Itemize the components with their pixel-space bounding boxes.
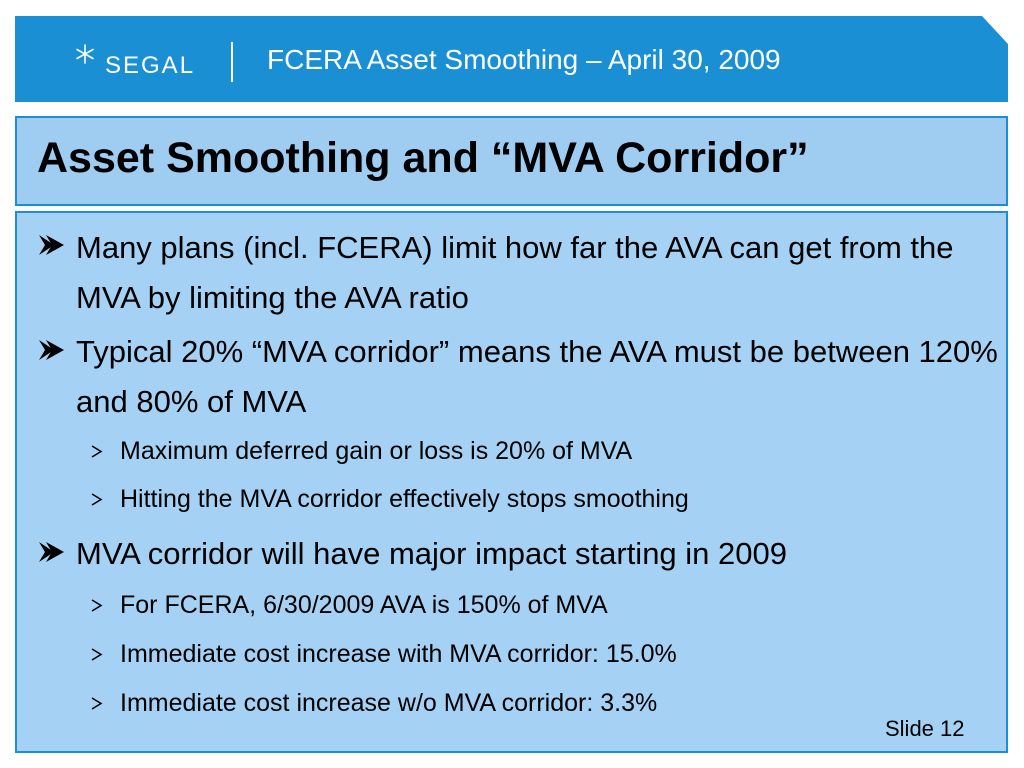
slide-title: Asset Smoothing and “MVA Corridor”: [37, 134, 809, 182]
slide-number: Slide 12: [885, 716, 965, 741]
sub-bullet-arrow-icon: [91, 697, 103, 710]
sub-bullet-arrow-icon: [91, 648, 103, 661]
bullet-arrow-icon: [39, 542, 64, 562]
content-panel: [15, 211, 1008, 753]
segal-logo: SEGAL: [65, 40, 195, 84]
bullet-item-1: Many plans (incl. FCERA) limit how far t…: [76, 230, 954, 315]
sub-bullet-item-1: Maximum deferred gain or loss is 20% of …: [120, 437, 633, 465]
sub-bullet-arrow-icon: [91, 493, 103, 506]
sub-bullet-item-3: For FCERA, 6/30/2009 AVA is 150% of MVA: [120, 591, 608, 619]
sub-bullet-arrow-icon: [91, 445, 103, 458]
header-divider: [231, 42, 233, 82]
bullet-item-3: MVA corridor will have major impact star…: [76, 536, 787, 571]
segal-star-icon: [76, 44, 94, 64]
bullet-arrow-icon: [39, 235, 64, 255]
sub-bullet-item-5: Immediate cost increase w/o MVA corridor…: [120, 689, 658, 717]
sub-bullet-arrow-icon: [91, 599, 103, 612]
title-panel: [15, 116, 1008, 206]
bullet-arrow-icon: [39, 340, 64, 360]
header-bar: [15, 16, 1008, 102]
header-title: FCERA Asset Smoothing – April 30, 2009: [267, 44, 781, 75]
sub-bullet-item-4: Immediate cost increase with MVA corrido…: [120, 640, 677, 668]
logo-text: SEGAL: [105, 52, 196, 79]
sub-bullet-item-2: Hitting the MVA corridor effectively sto…: [120, 485, 689, 513]
bullet-item-2: Typical 20% “MVA corridor” means the AVA…: [76, 334, 998, 419]
